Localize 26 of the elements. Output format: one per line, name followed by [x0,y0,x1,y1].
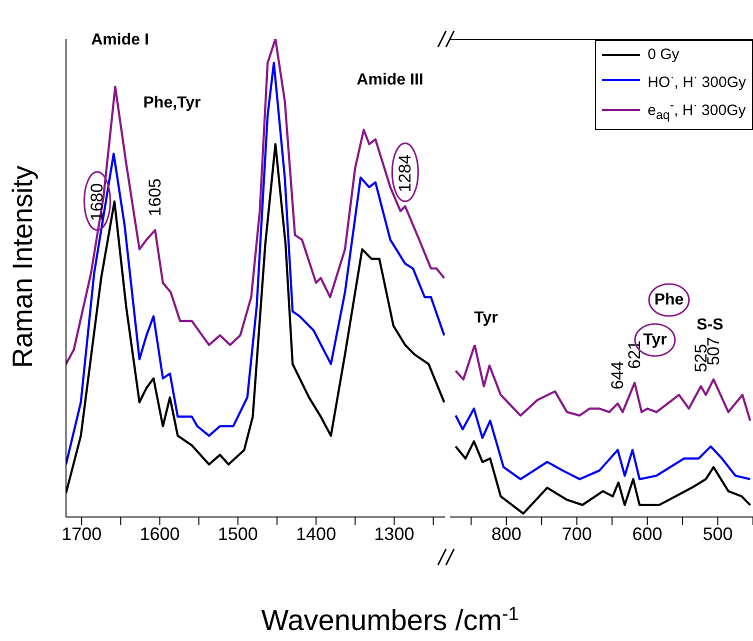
x-tick-label: 1700 [62,524,102,544]
legend-label: 0 Gy [648,45,680,65]
annotation: Phe,Tyr [143,94,201,112]
x-tick-label: 500 [702,524,733,544]
x-tick-label: 1300 [374,524,414,544]
annotation: 1605 [146,178,165,216]
annotation: Amide III [356,72,424,88]
y-axis-title: Raman Intensity [6,166,38,368]
text: Phe [654,292,684,308]
x-tick-label: 700 [562,524,592,544]
legend-label: e$_{aq}$$^{-}$, H$^{·}$ 300Gy [648,97,746,124]
x-tick-label: 1600 [140,524,180,544]
x-tick-label: 800 [491,524,522,544]
annotation: Amide I [91,32,149,48]
annotation: 644 [608,361,628,390]
annotation: 621 [625,340,644,369]
annotation: 1284 [396,154,415,192]
x-tick-label: 1400 [296,524,336,544]
text: Tyr [474,310,498,326]
text: S-S [696,316,724,334]
x-tick-label: 600 [632,524,662,544]
legend-label: HO$^{·}$, H$^{·}$ 300Gy [648,69,746,93]
annotation: 1680 [88,183,107,221]
x-tick-label: 1500 [218,524,258,544]
x-axis-title: Wavenumbers /cm$^{-1}$ [261,602,519,637]
annotation: Tyr [643,332,667,348]
